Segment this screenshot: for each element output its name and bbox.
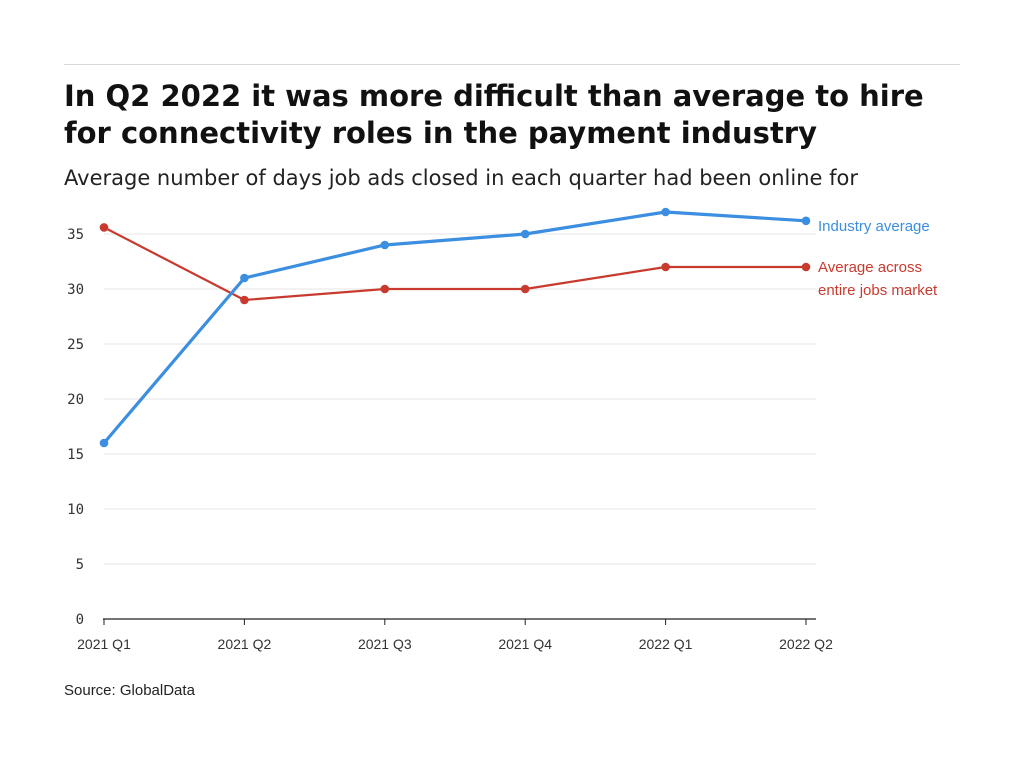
series-point — [99, 438, 109, 448]
x-tick-label: 2021 Q4 — [498, 636, 552, 652]
top-divider — [64, 64, 960, 65]
y-tick-label: 0 — [76, 612, 84, 628]
x-tick-label: 2021 Q2 — [218, 636, 272, 652]
series-point — [801, 262, 811, 272]
y-tick-label: 30 — [67, 282, 84, 298]
series-point — [801, 216, 811, 226]
series-point — [520, 284, 530, 294]
series-label-industry-average: Industry average — [818, 218, 930, 235]
source-note: Source: GlobalData — [64, 682, 195, 699]
x-tick-label: 2022 Q2 — [779, 636, 833, 652]
x-tick-label: 2021 Q3 — [358, 636, 412, 652]
y-tick-label: 20 — [67, 392, 84, 408]
series-point — [240, 273, 249, 283]
series-point — [99, 223, 109, 232]
chart-subtitle: Average number of days job ads closed in… — [64, 166, 858, 190]
x-tick-label: 2022 Q1 — [639, 636, 693, 652]
series-point — [240, 295, 249, 305]
series-point — [661, 262, 670, 272]
y-tick-label: 15 — [67, 447, 84, 463]
y-tick-label: 10 — [67, 502, 84, 518]
x-tick-label: 2021 Q1 — [77, 636, 131, 652]
series-label-jobs-market-line-2: entire jobs market — [818, 282, 938, 299]
series-point — [661, 207, 670, 217]
series-label-jobs-market-line-1: Average across — [818, 259, 922, 276]
series-point — [380, 240, 390, 250]
series-line — [102, 210, 807, 445]
y-tick-label: 5 — [76, 557, 84, 573]
chart-title: In Q2 2022 it was more difficult than av… — [64, 79, 924, 150]
y-tick-label: 25 — [67, 337, 84, 353]
series-point — [380, 284, 390, 294]
series-line — [103, 226, 806, 302]
series-point — [520, 229, 530, 239]
y-tick-label: 35 — [67, 227, 84, 243]
